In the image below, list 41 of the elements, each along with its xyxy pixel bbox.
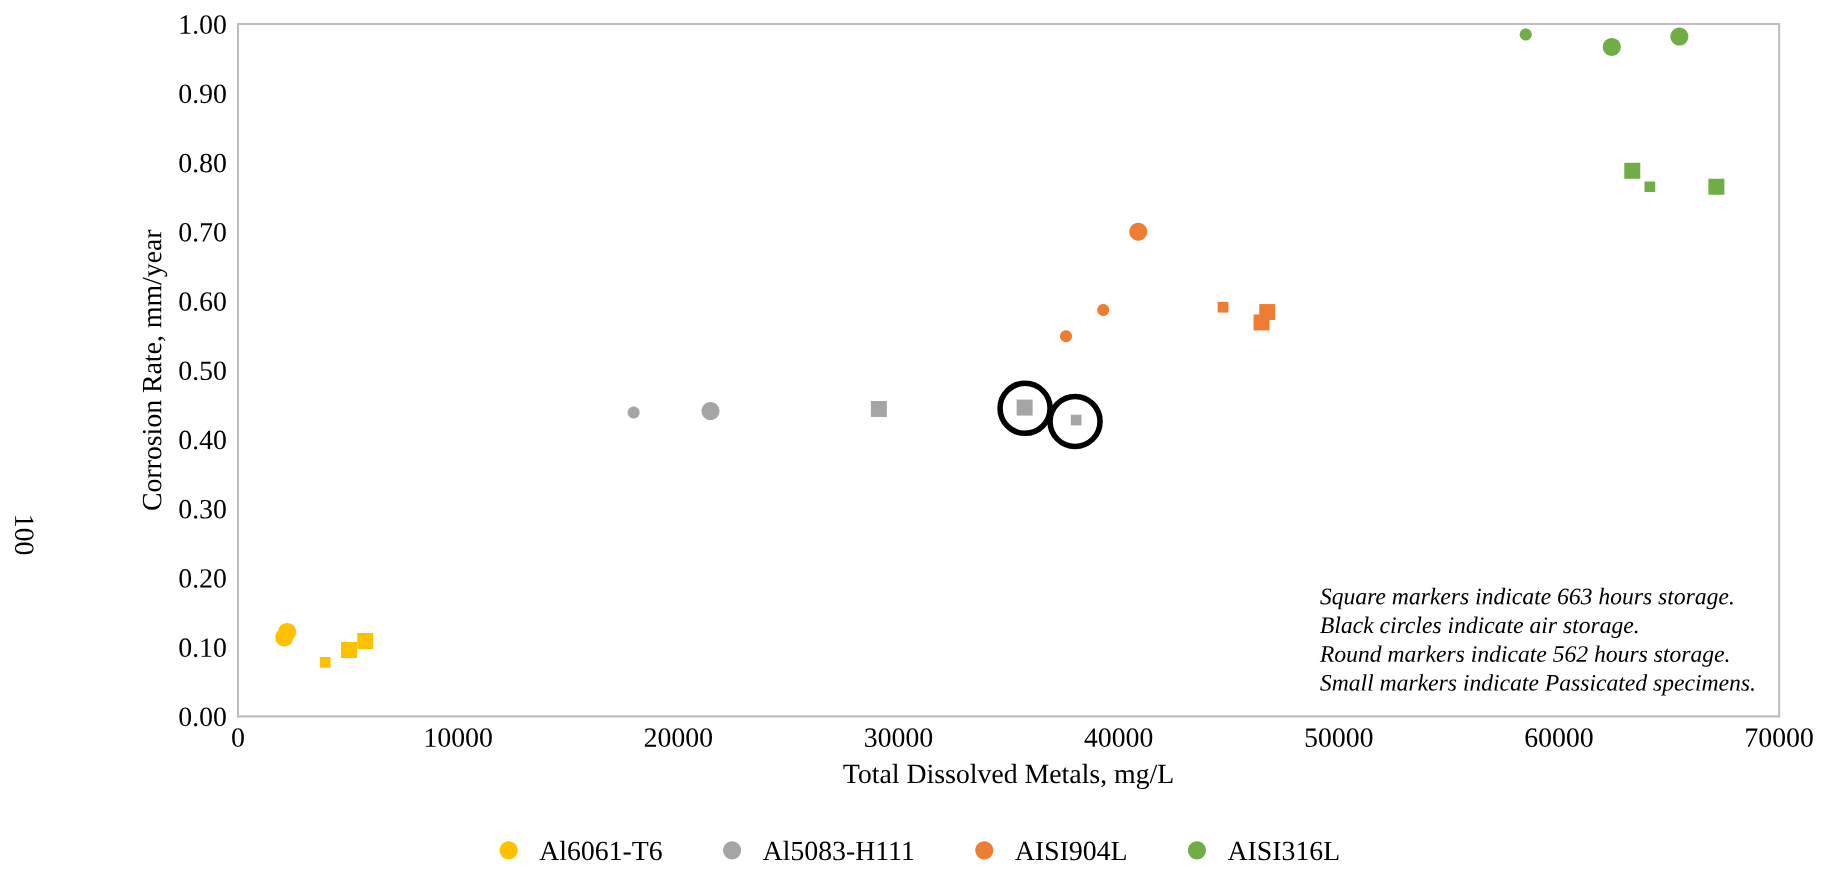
y-tick-label: 0.40 [179,430,226,450]
y-tick-label: 0.50 [179,361,226,381]
x-tick-label: 30000 [865,728,933,748]
point [1670,27,1689,46]
point [357,632,374,649]
y-tick-label: 0.60 [179,292,226,312]
x-tick-label: 70000 [1746,728,1813,748]
point [340,641,357,658]
legend-label: AISI316L [1227,841,1339,861]
point [1097,303,1110,316]
annotation: Black circles indicate air storage. [1320,616,1638,639]
x-tick-label: 60000 [1525,728,1593,748]
y-tick-label: 0.30 [179,499,226,519]
x-tick-label: 20000 [644,728,712,748]
y-tick-label: 0.80 [179,153,226,173]
y-tick-label: 1.00 [180,15,226,35]
annotation: Round markers indicate 562 hours storage. [1319,645,1729,667]
point [1060,330,1073,343]
point [1602,37,1621,56]
annotation: Square markers indicate 663 hours storage. [1320,587,1733,610]
point [1708,178,1725,195]
x-axis-title: Total Dissolved Metals, mg/L [843,763,1173,790]
x-tick-label: 10000 [425,728,492,748]
legend-label: Al5083-H111 [762,840,914,861]
point [1259,304,1276,321]
x-tick-label: 50000 [1305,728,1373,748]
point [870,400,887,417]
y-tick-label: 0.00 [179,707,226,727]
x-tick-label: 0 [232,728,244,748]
text: 100 [14,516,34,555]
y-tick-label: 0.10 [179,638,226,658]
y-tick-label: 0.90 [179,84,226,104]
y-axis-title: Corrosion Rate, mm/year [142,229,168,510]
point [1624,162,1641,179]
annotation: Small markers indicate Passicated specimens. [1320,674,1754,696]
legend-label: AISI904L [1015,841,1126,861]
y-tick-label: 0.70 [179,222,226,242]
y-tick-label: 0.20 [179,569,226,588]
point [278,622,297,641]
legend-label: Al6061-T6 [539,840,662,861]
x-tick-label: 40000 [1084,728,1153,748]
